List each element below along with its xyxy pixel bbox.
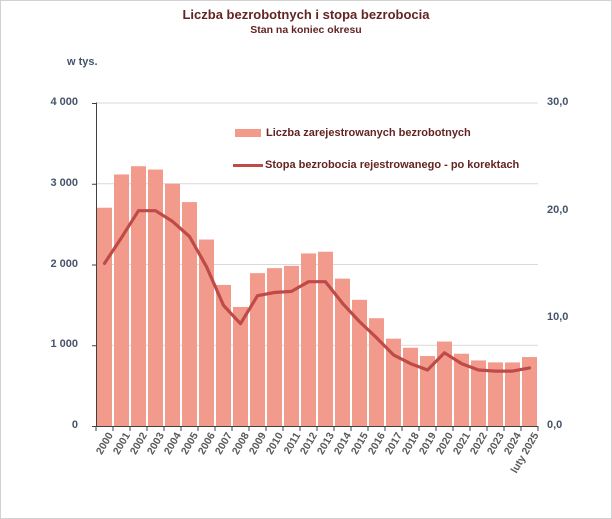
- right-axis-tick-label: 0,0: [547, 419, 563, 431]
- chart-subtitle: Stan na koniec okresu: [250, 24, 362, 36]
- bar: [301, 253, 316, 426]
- legend-item-line: Stopa bezrobocia rejestrowanego - po kor…: [233, 159, 519, 171]
- bar: [182, 202, 197, 426]
- right-axis-tick-label: 10,0: [547, 311, 569, 324]
- line-series-swatch: [233, 163, 263, 167]
- bar: [233, 306, 248, 426]
- bar: [199, 239, 214, 426]
- legend-label-bars: Liczba zarejestrowanych bezrobotnych: [266, 127, 471, 139]
- right-axis-tick-label: 20,0: [547, 203, 569, 216]
- bar: [454, 353, 469, 426]
- left-axis-tick-label: 0: [71, 419, 78, 431]
- right-axis-tick-label: 30,0: [547, 96, 569, 108]
- bar: [318, 251, 333, 426]
- bar: [437, 341, 452, 426]
- bar: [488, 362, 503, 426]
- bar: [420, 356, 435, 426]
- bar: [165, 183, 180, 426]
- bar: [522, 357, 537, 426]
- bar: [335, 278, 350, 426]
- bar: [403, 347, 418, 426]
- bar-series-swatch: [235, 129, 261, 137]
- left-axis-tick-label: 1 000: [50, 338, 78, 351]
- legend-label-line: Stopa bezrobocia rejestrowanego - po kor…: [265, 159, 520, 171]
- bar: [505, 362, 520, 426]
- bar: [471, 360, 486, 426]
- bar: [114, 174, 129, 426]
- bar: [386, 338, 401, 426]
- bar: [250, 273, 265, 426]
- bar: [352, 299, 367, 426]
- bar: [97, 207, 112, 426]
- bar: [284, 265, 299, 426]
- bar: [216, 284, 231, 426]
- chart-title: Liczba bezrobotnych i stopa bezrobocia: [182, 7, 430, 22]
- left-axis-tick-label: 2 000: [50, 257, 78, 270]
- bar: [267, 268, 282, 426]
- bar: [148, 169, 163, 427]
- bar: [369, 318, 384, 426]
- rate-line: [102, 209, 532, 373]
- legend-item-bars: Liczba zarejestrowanych bezrobotnych: [235, 127, 471, 139]
- left-axis-tick-label: 4 000: [50, 96, 78, 108]
- left-axis-tick-label: 3 000: [50, 176, 78, 189]
- left-axis-unit-label: w tys.: [67, 56, 98, 68]
- bar: [131, 166, 146, 427]
